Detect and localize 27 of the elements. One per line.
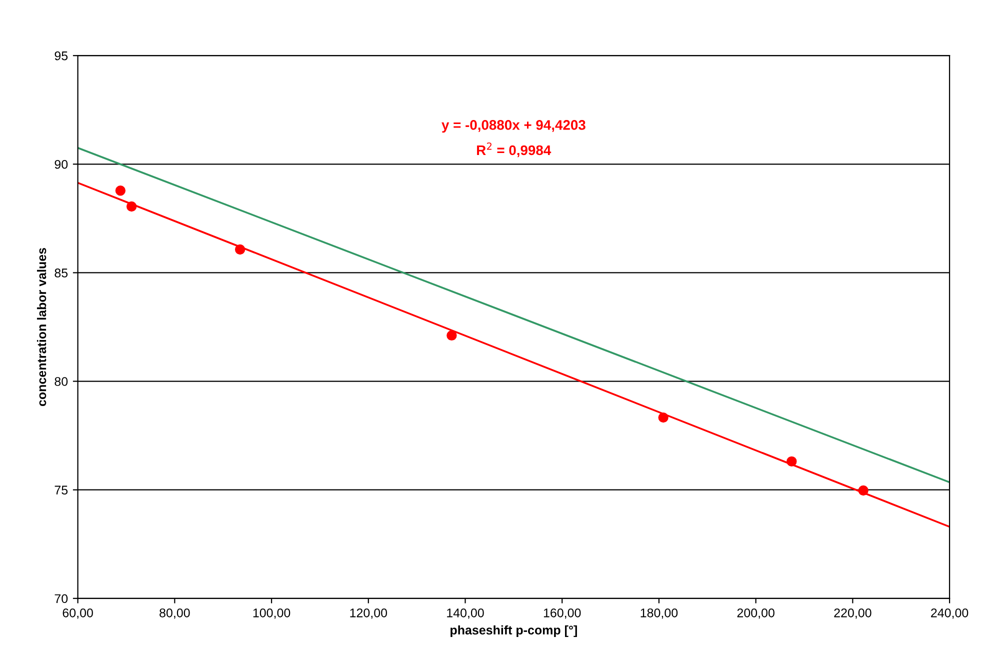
- point: [446, 330, 457, 341]
- x-tick-label: 160,00: [544, 608, 581, 619]
- point: [658, 412, 668, 423]
- y-tick-label: 70: [54, 594, 68, 604]
- y-tick-label: 90: [54, 160, 68, 169]
- x-axis-title: phaseshift p-comp [°]: [450, 625, 577, 637]
- y-tick-label: 75: [54, 486, 68, 494]
- x-tick-label: 100,00: [253, 608, 290, 619]
- x-tick-label: 240,00: [931, 608, 968, 619]
- y-tick-label: 85: [54, 268, 68, 278]
- x-tick-label: 80,00: [160, 608, 190, 619]
- point: [126, 201, 137, 212]
- point: [858, 485, 868, 496]
- x-tick-label: 200,00: [737, 608, 774, 619]
- point: [234, 244, 246, 255]
- x-tick-label: 60,00: [62, 608, 93, 619]
- annotation: R$^{2}$ = 0,9984: [477, 142, 552, 158]
- x-tick-label: 140,00: [447, 608, 484, 619]
- x-tick-label: 120,00: [350, 608, 388, 619]
- x-tick-label: 220,00: [834, 608, 872, 619]
- y-tick-label: 80: [54, 377, 68, 386]
- point: [786, 456, 797, 466]
- point: [115, 186, 126, 196]
- x-tick-label: 180,00: [640, 608, 678, 619]
- y-tick-label: 95: [54, 51, 68, 60]
- y-axis-title: concentration labor values: [36, 248, 46, 406]
- annotation: y = -0,0880x + 94,4203: [442, 120, 586, 133]
